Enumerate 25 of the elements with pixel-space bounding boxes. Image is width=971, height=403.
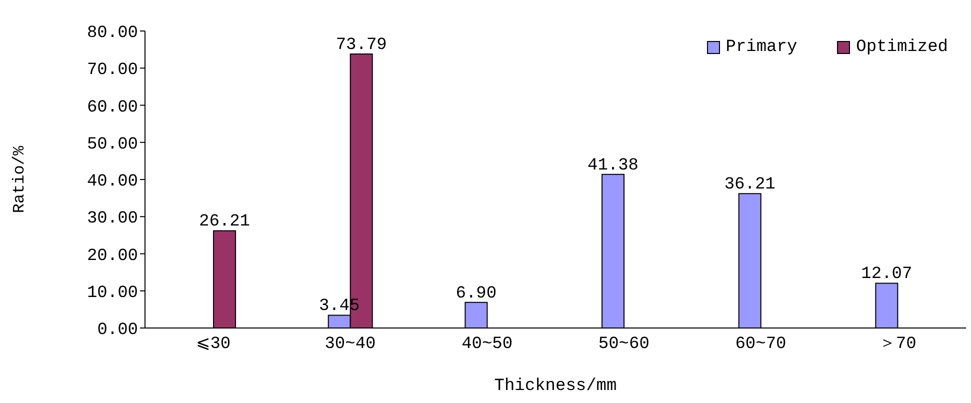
y-tick-label: 40.00 (86, 172, 138, 192)
y-tick-label: 60.00 (86, 98, 138, 118)
data-label: 26.21 (199, 212, 250, 232)
y-tick-label: 0.00 (97, 321, 138, 340)
data-label: 12.07 (861, 265, 912, 284)
legend-label: Optimized (855, 38, 948, 57)
data-label: 6.90 (456, 284, 497, 304)
x-tick-label: ＞70 (878, 335, 916, 354)
y-axis-title: Ratio/% (10, 146, 29, 214)
y-tick-label: 70.00 (86, 61, 138, 80)
x-tick-label: 60~70 (735, 335, 786, 354)
x-tick-label: 30~40 (324, 335, 376, 354)
y-tick-label: 80.00 (86, 24, 138, 44)
x-tick-label: ⩽30 (196, 335, 231, 354)
y-tick-label: 30.00 (86, 210, 138, 229)
y-tick-label: 50.00 (86, 135, 138, 154)
x-tick-label: 50~60 (598, 335, 650, 354)
legend-label: Primary (724, 38, 798, 57)
y-tick-label: 10.00 (86, 284, 138, 303)
x-axis-title: Thickness/mm (494, 377, 617, 396)
data-label: 41.38 (588, 156, 639, 176)
data-label: 36.21 (724, 176, 776, 195)
y-tick-label: 20.00 (86, 246, 138, 266)
x-tick-label: 40~50 (462, 335, 513, 354)
data-label: 73.79 (336, 36, 387, 56)
